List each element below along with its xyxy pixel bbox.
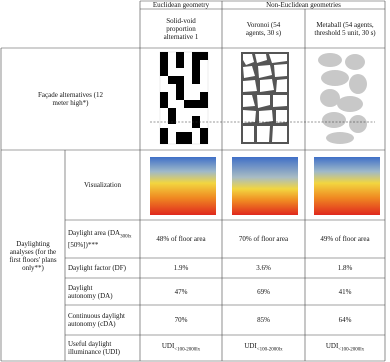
row-header: Daylight factor (DF): [68, 264, 126, 272]
row-header: Daylight area (DA300lx [50%])***: [65, 220, 140, 258]
row-header: Continuous daylight autonomy (cDA): [68, 312, 125, 328]
heatmap: [150, 157, 216, 215]
value-sub: <100-2000lx: [256, 347, 283, 353]
column-header: Metaball (54 agents, threshold 5 unit, 3…: [314, 20, 376, 37]
value-cell: 41%: [338, 287, 352, 296]
row-header: Daylight autonomy (DA): [68, 283, 113, 300]
label-sub: 300lx: [120, 234, 132, 240]
value-cell: UDI<100-2000lx: [140, 335, 222, 361]
value-text: UDI: [325, 341, 339, 350]
column-header: Voronoi (54 agents, 30 s): [245, 20, 282, 37]
value-cell: 70% of floor area: [238, 235, 289, 243]
value-sub: <100-2000lx: [174, 347, 201, 353]
value-cell: UDI<100-2000lx: [305, 335, 385, 361]
value-cell: 47%: [174, 287, 188, 296]
heatmap: [232, 157, 298, 215]
value-text: UDI: [161, 341, 175, 350]
label-text: Daylight area (DA: [68, 228, 121, 237]
value-cell: 1.9%: [173, 264, 189, 272]
value-cell: 70%: [174, 316, 188, 324]
value-cell: 3.6%: [256, 264, 271, 272]
row-header: Visualization: [84, 181, 121, 189]
group-header: Non-Euclidean geometries: [266, 1, 341, 9]
value-cell: 1.8%: [337, 264, 353, 272]
value-cell: 85%: [257, 316, 270, 324]
value-cell: UDI<100-2000lx: [222, 335, 305, 361]
value-cell: 64%: [338, 316, 352, 324]
solid-void-facade: [159, 51, 209, 145]
row-header: Useful daylight illuminance (UDI): [68, 340, 120, 356]
group-header: Euclidean geometry: [152, 1, 210, 9]
heatmap: [314, 157, 380, 215]
section-header: Daylighting analyses (for the first floo…: [9, 239, 57, 272]
value-cell: 48% of floor area: [156, 235, 206, 243]
label-text: [50%])***: [68, 241, 99, 250]
value-cell: 49% of floor area: [320, 235, 370, 243]
value-text: UDI: [244, 341, 257, 350]
row-header: Façade alternatives (12 meter high*): [38, 91, 103, 107]
value-sub: <100-2000lx: [338, 347, 365, 353]
value-cell: 69%: [257, 287, 270, 296]
voronoi-facade: [241, 52, 289, 144]
metaball-facade: [318, 53, 367, 144]
column-header: Solid-void proportion alternative 1: [163, 16, 199, 41]
